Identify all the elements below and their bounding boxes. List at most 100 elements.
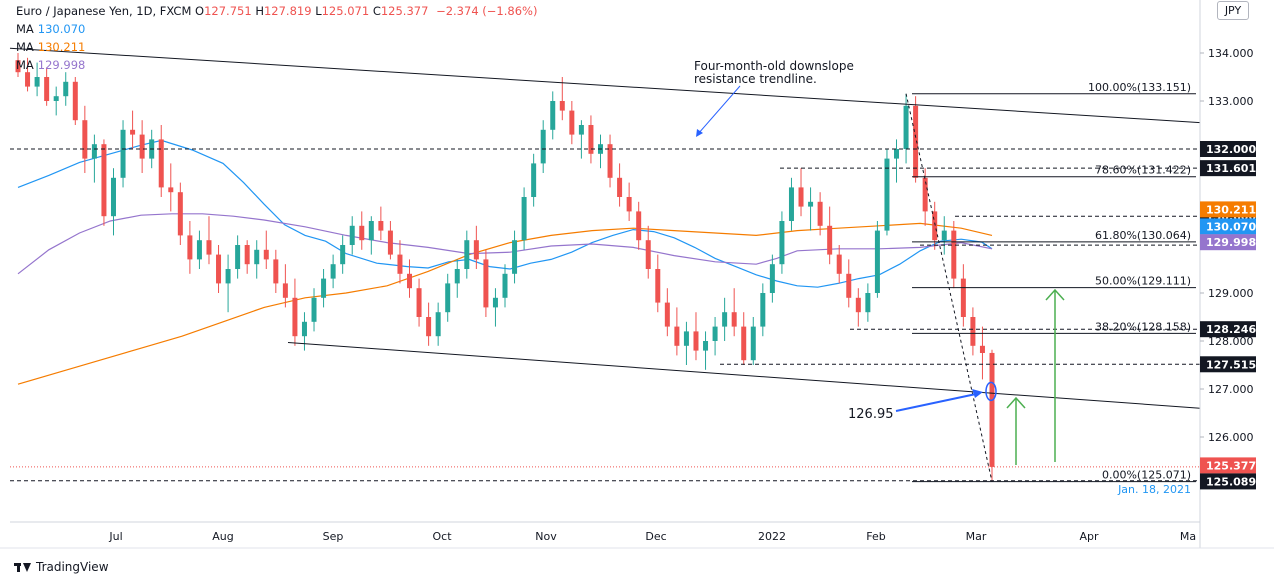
- candle-body: [884, 158, 890, 231]
- resistance-trendline: [9, 47, 1201, 124]
- fib-level-label: 38.20%(128.158): [1095, 320, 1191, 333]
- support-trendline: [287, 341, 1201, 409]
- candle-body: [301, 321, 307, 337]
- price-label-bg: [1200, 201, 1256, 218]
- candle-body: [91, 144, 97, 159]
- ohlc-value: 125.377: [380, 4, 429, 18]
- candle-body: [636, 211, 642, 241]
- x-tick-label: Oct: [432, 530, 452, 543]
- ohlc-value: 125.071: [321, 4, 370, 18]
- ohlc-key: C: [369, 4, 381, 18]
- ohlc-key: H: [251, 4, 264, 18]
- ma-value: 130.070: [37, 22, 86, 36]
- ma-legend: MA 130.070 MA 130.211 MA 129.998: [16, 20, 537, 74]
- candle-body: [225, 269, 231, 284]
- fib-level-label: 100.00%(133.151): [1088, 81, 1191, 94]
- candle-body: [378, 221, 384, 231]
- symbol-row: Euro / Japanese Yen, 1D, FXCM O127.751 H…: [16, 2, 537, 20]
- candle-body: [836, 254, 842, 274]
- candle-body: [769, 264, 775, 293]
- ma-value: 130.211: [37, 40, 86, 54]
- candle-body: [330, 264, 336, 279]
- candle-body: [282, 283, 288, 298]
- candle-body: [578, 125, 584, 135]
- candle-body: [750, 326, 756, 361]
- candle-body: [244, 245, 250, 265]
- candle-body: [292, 297, 298, 337]
- note-arrow-icon: [697, 85, 741, 135]
- candle-body: [120, 129, 126, 178]
- x-tick-label: Apr: [1079, 530, 1099, 543]
- candle-body: [216, 254, 222, 284]
- candle-body: [15, 60, 21, 73]
- y-tick-label: 128.000: [1208, 335, 1254, 348]
- candle-body: [349, 225, 355, 245]
- price-label: 127.515: [1206, 358, 1256, 371]
- candle-body: [922, 177, 928, 212]
- candle-body: [368, 221, 374, 241]
- candle-body: [817, 201, 823, 226]
- candle-body: [894, 149, 900, 159]
- ma-legend-item[interactable]: MA 129.998: [16, 56, 537, 74]
- x-tick-label: Ma: [1180, 530, 1196, 543]
- price-label-bg: [1200, 457, 1256, 474]
- candle-body: [540, 129, 546, 164]
- candle-body: [464, 240, 470, 269]
- candle-body: [110, 177, 116, 217]
- candle-body: [158, 139, 164, 188]
- candle-body: [397, 254, 403, 274]
- candle-body: [139, 134, 145, 159]
- candle-body: [44, 77, 50, 101]
- x-tick-label: Mar: [966, 530, 987, 543]
- green-arrowhead-icon: [1045, 288, 1065, 301]
- candle-body: [874, 230, 880, 293]
- ma-label: MA: [16, 58, 34, 72]
- price-label: 128.246: [1206, 323, 1256, 336]
- price-label-bg: [1200, 234, 1256, 251]
- candle-body: [855, 297, 861, 313]
- fib-level-label: 78.60%(131.422): [1095, 164, 1191, 177]
- currency-button[interactable]: JPY: [1217, 1, 1249, 20]
- candle-body: [435, 312, 441, 337]
- moving-average-line: [17, 213, 993, 275]
- candle-body: [703, 341, 709, 351]
- footer: TradingView: [14, 560, 109, 574]
- candle-body: [53, 96, 59, 101]
- candle-body: [960, 278, 966, 317]
- candle-body: [550, 101, 556, 130]
- candle-body: [454, 269, 460, 284]
- price-label: 130.211: [1206, 203, 1256, 216]
- y-tick-label: 127.000: [1208, 383, 1254, 396]
- candle-body: [808, 201, 814, 207]
- candle-body: [655, 269, 661, 303]
- candle-body: [168, 187, 174, 193]
- moving-averages: [17, 139, 993, 385]
- candle-body: [989, 352, 995, 467]
- candle-body: [387, 230, 393, 255]
- ma-legend-item[interactable]: MA 130.070: [16, 20, 537, 38]
- candle-body: [712, 326, 718, 341]
- x-tick-label: Aug: [212, 530, 233, 543]
- y-tick-label: 134.000: [1208, 47, 1254, 60]
- candle-body: [177, 192, 183, 236]
- candle-body: [645, 240, 651, 269]
- price-label-bg: [1200, 356, 1256, 373]
- candle-body: [941, 230, 947, 241]
- candle-body: [588, 125, 594, 154]
- candle-body: [913, 105, 919, 178]
- candle-body: [492, 297, 498, 308]
- price-label-bg: [1200, 141, 1256, 157]
- candle-body: [683, 331, 689, 346]
- candle-body: [25, 72, 31, 87]
- ohlc-value: 127.751: [204, 4, 252, 18]
- candle-body: [932, 211, 938, 241]
- price-label-bg: [1200, 473, 1256, 490]
- ma-legend-item[interactable]: MA 130.211: [16, 38, 537, 56]
- fib-level-label: 50.00%(129.111): [1095, 275, 1191, 288]
- price-label: 125.089: [1206, 475, 1256, 488]
- candle-body: [779, 221, 785, 265]
- candle-body: [788, 187, 794, 221]
- ohlc-key: L: [311, 4, 322, 18]
- candle-body: [798, 187, 804, 207]
